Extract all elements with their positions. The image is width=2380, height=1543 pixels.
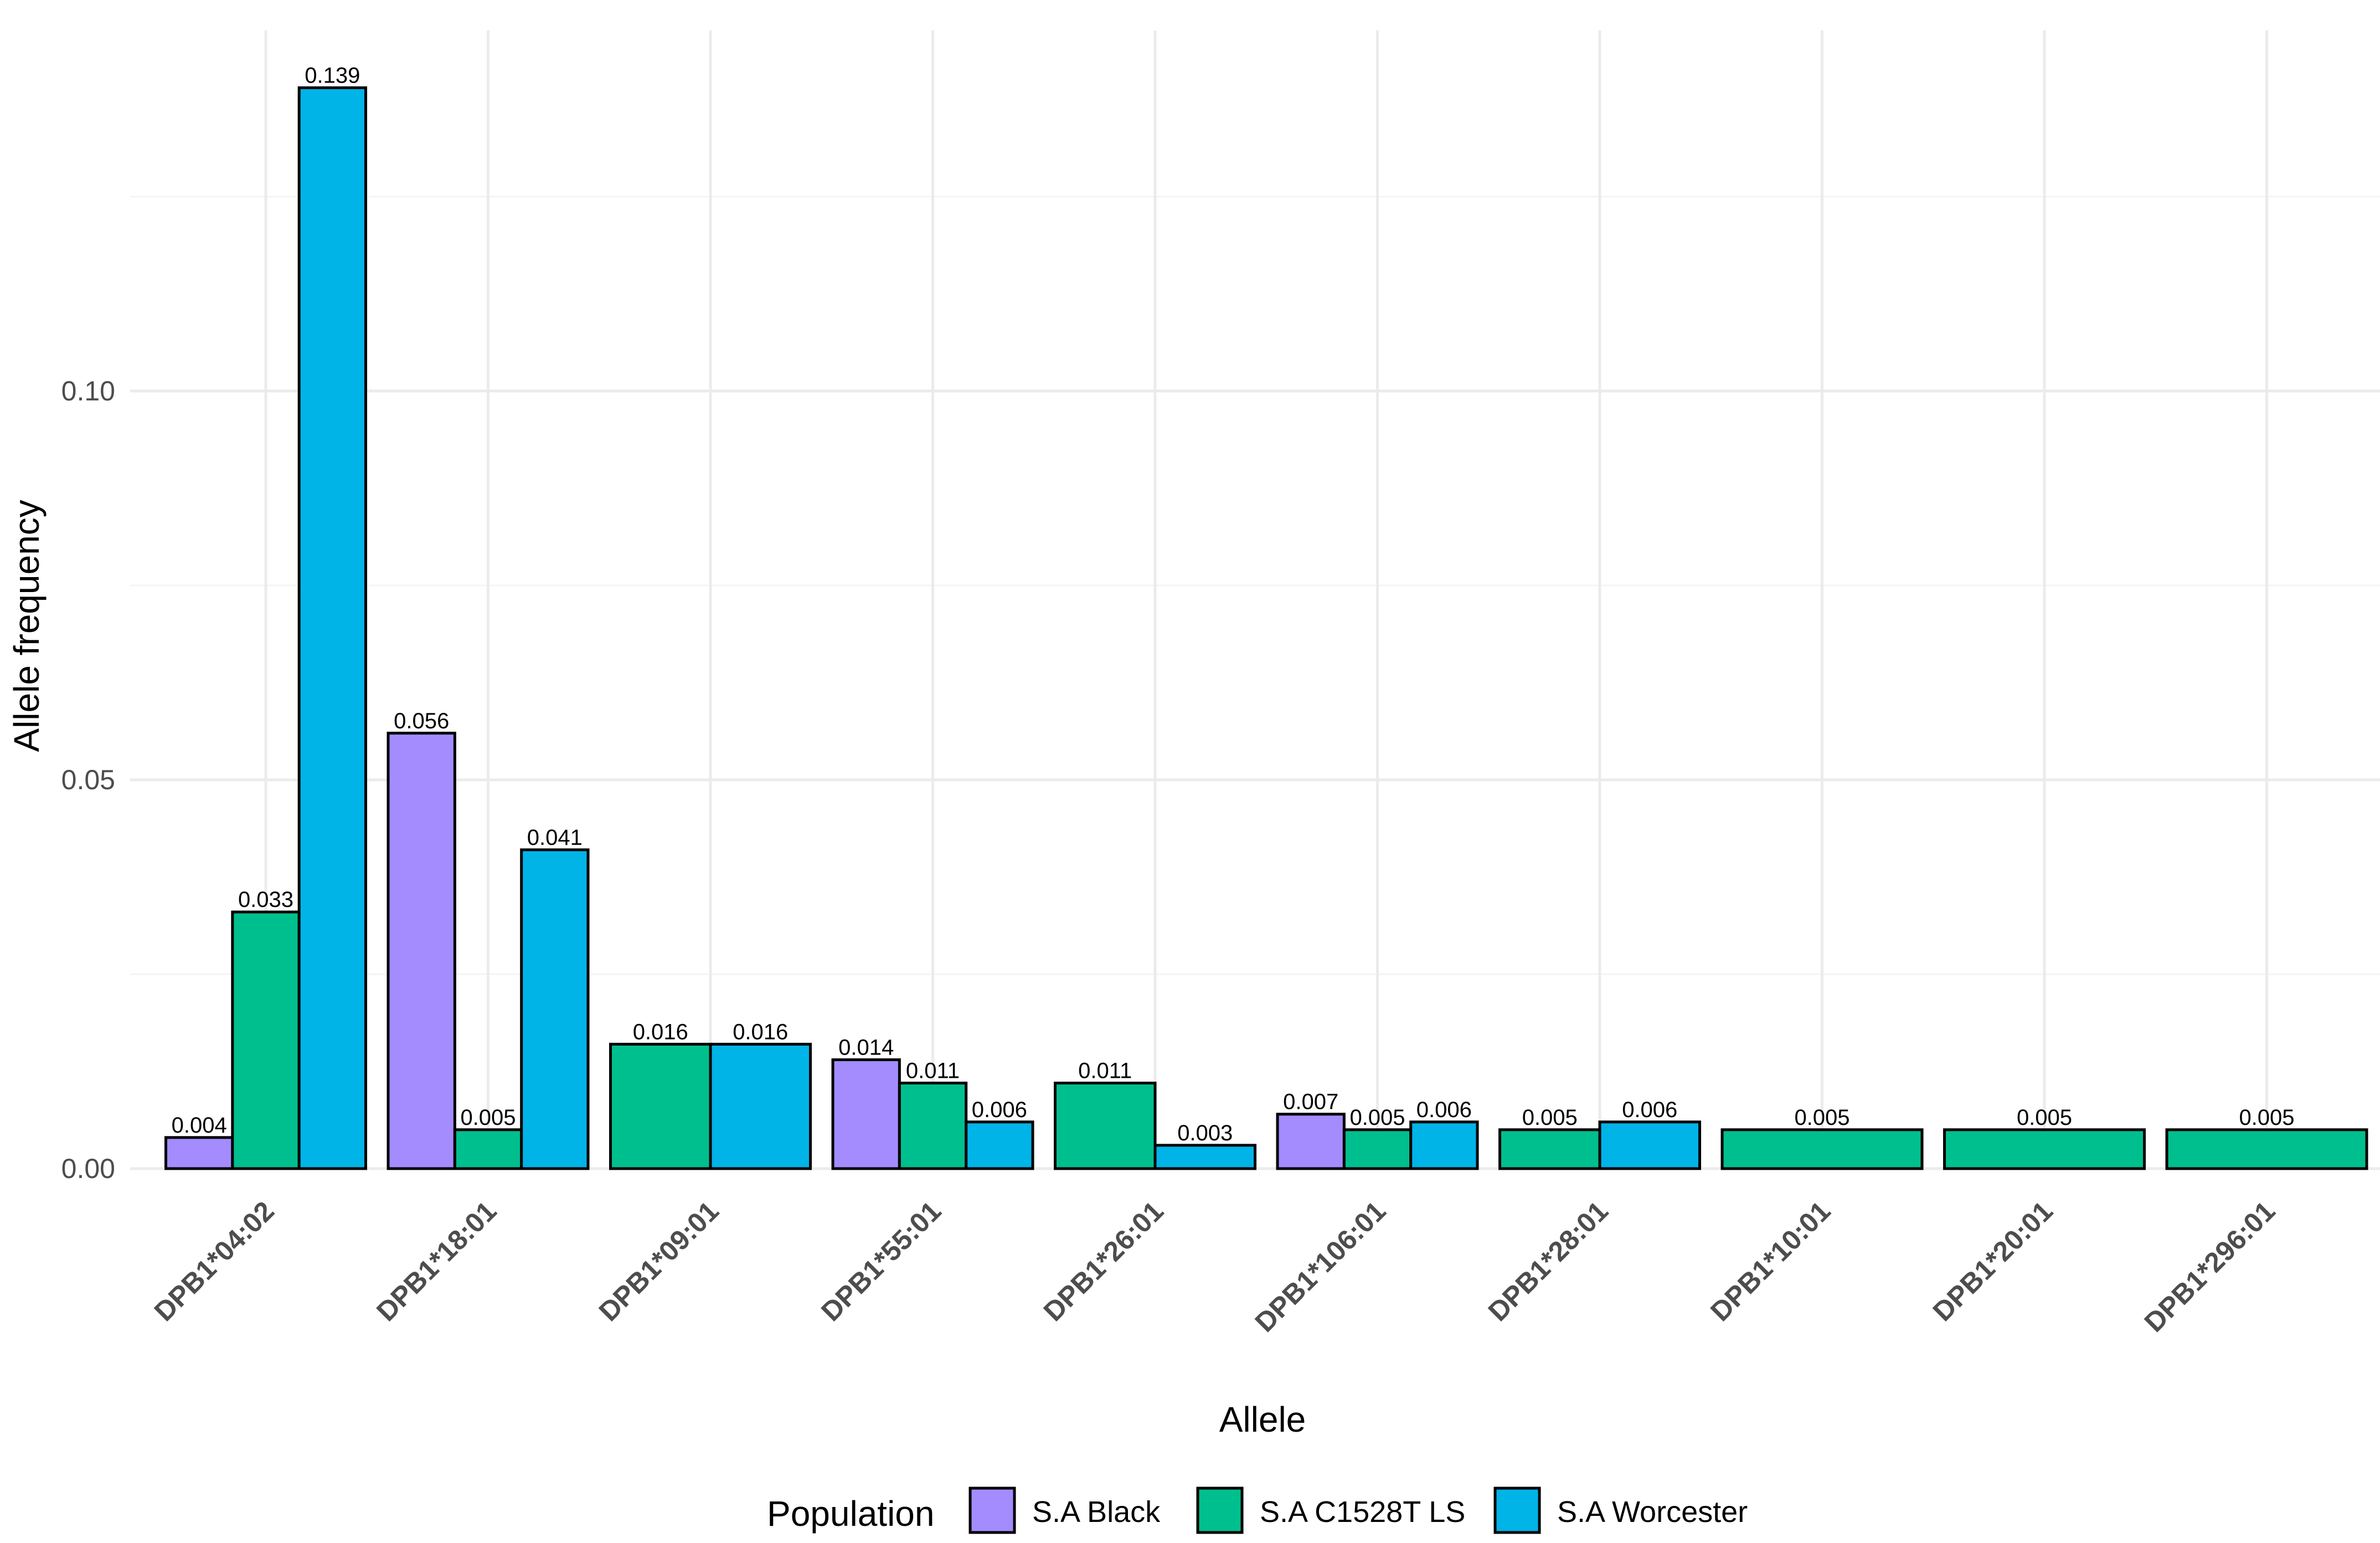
bar-s-a-black-dpb1-55-01 — [831, 1058, 901, 1170]
bars — [164, 86, 2368, 1170]
x-tick-label: DPB1*10:01 — [1704, 1195, 1836, 1327]
legend-label-s-a-worcester: S.A Worcester — [1557, 1495, 1748, 1529]
y-tick-label: 0.05 — [61, 764, 115, 795]
data-label: 0.014 — [838, 1035, 894, 1059]
data-label: 0.006 — [972, 1098, 1027, 1122]
x-tick-label: DPB1*20:01 — [1927, 1195, 2059, 1327]
legend-title: Population — [767, 1494, 934, 1534]
bar-s-a-black-dpb1-04-02 — [164, 1136, 234, 1170]
data-label: 0.139 — [305, 63, 360, 88]
value-labels: 0.004 0.033 0.139 0.056 0.005 0.041 0.016 0.016… — [172, 63, 2295, 1145]
legend-key-s-a-worcester — [1493, 1487, 1541, 1534]
x-axis-ticks: DPB1*04:02 DPB1*18:01 DPB1*09:01 DPB1*55:01… — [148, 1195, 2281, 1338]
data-label: 0.006 — [1416, 1098, 1472, 1122]
x-tick-label: DPB1*18:01 — [370, 1195, 502, 1327]
legend-key-s-a-c1528t-ls — [1196, 1487, 1244, 1534]
bar-s-a-c1528t-ls-dpb1-55-01 — [898, 1082, 968, 1170]
legend-label-s-a-c1528t-ls: S.A C1528T LS — [1260, 1495, 1465, 1529]
data-label: 0.011 — [1078, 1059, 1132, 1083]
data-label: 0.016 — [633, 1020, 688, 1044]
bar-s-a-worcester-dpb1-18-01 — [520, 848, 590, 1170]
data-label: 0.004 — [172, 1113, 227, 1138]
data-label: 0.005 — [460, 1105, 516, 1130]
bar-s-a-worcester-dpb1-106-01 — [1409, 1120, 1479, 1170]
bar-s-a-worcester-dpb1-26-01 — [1153, 1144, 1256, 1170]
bar-s-a-c1528t-ls-dpb1-18-01 — [453, 1128, 523, 1170]
x-axis-title: Allele — [1219, 1400, 1306, 1439]
data-label: 0.005 — [2239, 1105, 2294, 1130]
x-tick-label: DPB1*28:01 — [1482, 1195, 1614, 1327]
x-tick-label: DPB1*09:01 — [593, 1195, 725, 1327]
grid — [130, 30, 2380, 1170]
x-tick-label: DPB1*26:01 — [1038, 1195, 1170, 1327]
bar-s-a-c1528t-ls-dpb1-28-01 — [1498, 1128, 1601, 1170]
legend: Population S.A Black S.A C1528T LS S.A Wor… — [767, 1487, 1748, 1534]
bar-s-a-worcester-dpb1-55-01 — [965, 1120, 1034, 1170]
data-label: 0.005 — [1349, 1105, 1405, 1130]
x-tick-label: DPB1*106:01 — [1249, 1195, 1392, 1338]
bar-s-a-c1528t-ls-dpb1-26-01 — [1054, 1082, 1157, 1170]
data-label: 0.033 — [238, 888, 293, 912]
data-label: 0.005 — [2017, 1105, 2072, 1130]
bar-s-a-c1528t-ls-dpb1-296-01 — [2165, 1128, 2368, 1170]
data-label: 0.006 — [1622, 1098, 1677, 1122]
bar-s-a-c1528t-ls-dpb1-09-01 — [609, 1042, 712, 1170]
data-label: 0.011 — [906, 1059, 960, 1083]
bar-s-a-worcester-dpb1-09-01 — [709, 1042, 812, 1170]
bar-s-a-black-dpb1-106-01 — [1276, 1113, 1346, 1170]
y-tick-label: 0.00 — [61, 1153, 115, 1184]
bar-s-a-c1528t-ls-dpb1-04-02 — [231, 911, 301, 1170]
legend-label-s-a-black: S.A Black — [1032, 1495, 1161, 1529]
bar-s-a-c1528t-ls-dpb1-20-01 — [1943, 1128, 2146, 1170]
x-tick-label: DPB1*04:02 — [148, 1195, 280, 1327]
bar-s-a-worcester-dpb1-04-02 — [297, 86, 368, 1170]
data-label: 0.003 — [1177, 1121, 1233, 1145]
y-axis-title: Allele frequency — [7, 500, 47, 752]
data-label: 0.005 — [1522, 1105, 1578, 1130]
x-tick-label: DPB1*55:01 — [815, 1195, 947, 1327]
legend-key-s-a-black — [969, 1487, 1016, 1534]
data-label: 0.056 — [394, 709, 449, 733]
data-label: 0.041 — [527, 825, 583, 850]
data-label: 0.016 — [733, 1020, 788, 1044]
bar-s-a-worcester-dpb1-28-01 — [1598, 1120, 1701, 1170]
x-tick-label: DPB1*296:01 — [2139, 1195, 2281, 1338]
bar-s-a-black-dpb1-18-01 — [387, 732, 456, 1170]
data-label: 0.005 — [1794, 1105, 1850, 1130]
data-label: 0.007 — [1283, 1090, 1338, 1114]
y-axis-ticks: 0.00 0.05 0.10 — [61, 376, 115, 1184]
bar-s-a-c1528t-ls-dpb1-106-01 — [1342, 1128, 1413, 1170]
bar-s-a-c1528t-ls-dpb1-10-01 — [1720, 1128, 1924, 1170]
y-tick-label: 0.10 — [61, 376, 115, 407]
